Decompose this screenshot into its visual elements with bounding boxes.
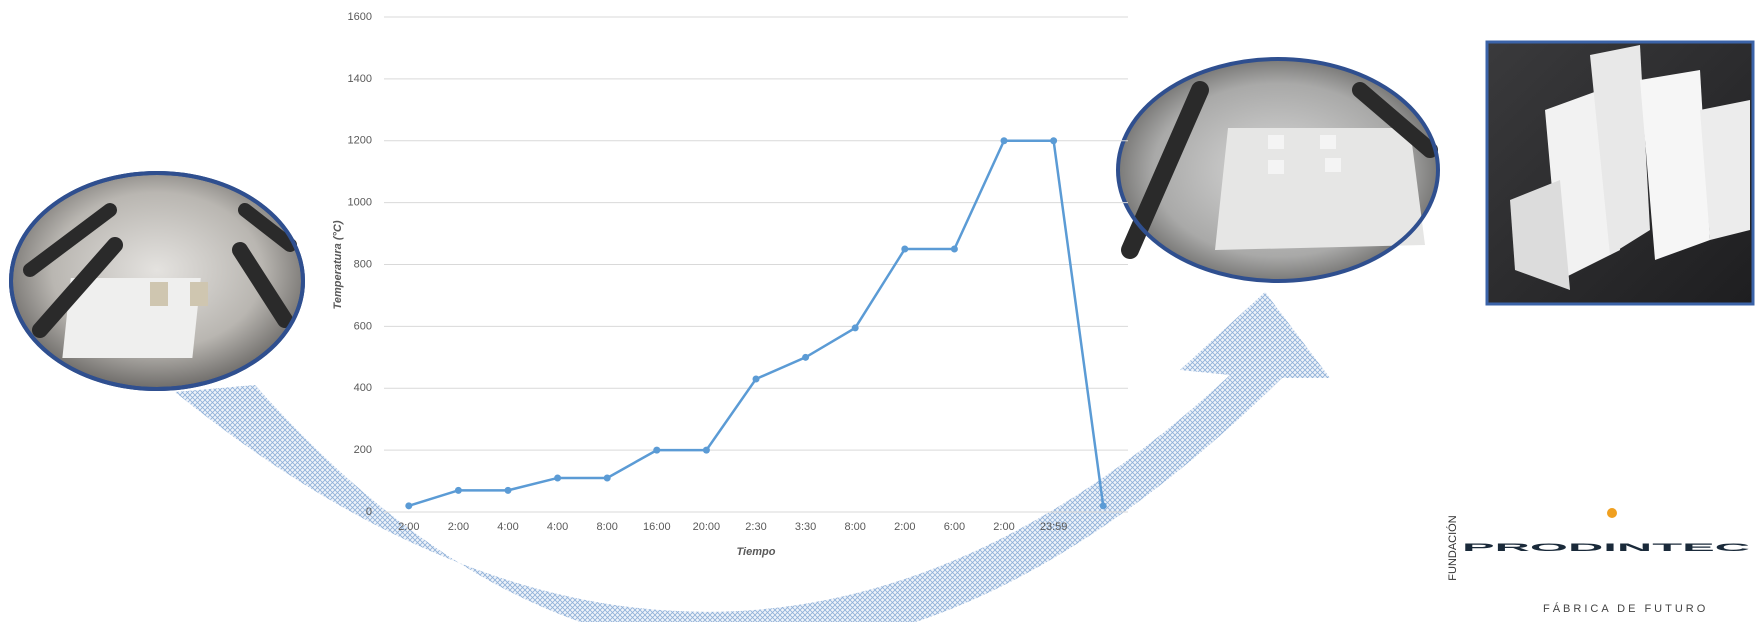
logo-tagline: FÁBRICA DE FUTURO — [1543, 602, 1708, 615]
oven-photo-end — [1116, 57, 1440, 283]
data-point — [504, 486, 512, 494]
data-point — [752, 375, 760, 383]
logo-dot — [1607, 508, 1617, 518]
curved-arrow — [175, 292, 1330, 622]
y-tick-label: 0 — [366, 506, 372, 518]
data-point — [1099, 502, 1107, 510]
x-tick-label: 4:00 — [497, 521, 518, 533]
data-point — [405, 502, 413, 510]
x-tick-label: 2:00 — [993, 521, 1014, 533]
data-point — [454, 486, 462, 494]
x-tick-label: 16:00 — [643, 521, 671, 533]
data-point — [653, 446, 661, 454]
y-tick-label: 1000 — [348, 197, 372, 209]
x-axis-label: Tiempo — [737, 546, 776, 558]
x-tick-label: 20:00 — [693, 521, 721, 533]
y-axis-label: Temperatura (°C) — [332, 220, 344, 309]
y-tick-label: 800 — [354, 258, 372, 270]
logo-name: PRODINTEC — [1462, 542, 1750, 554]
x-tick-label: 4:00 — [547, 521, 568, 533]
x-tick-label: 2:00 — [398, 521, 419, 533]
x-tick-label: 3:30 — [795, 521, 816, 533]
logo: FUNDACIÓN PRODINTEC FÁBRICA DE FUTURO — [1446, 508, 1750, 615]
data-point — [1050, 137, 1058, 145]
data-point — [802, 353, 810, 361]
data-point — [851, 324, 859, 332]
y-tick-label: 600 — [354, 320, 372, 332]
x-tick-label: 8:00 — [844, 521, 865, 533]
oven-photo-start — [9, 171, 305, 391]
data-point — [1000, 137, 1008, 145]
y-tick-label: 1600 — [348, 11, 372, 23]
x-tick-label: 2:30 — [745, 521, 766, 533]
data-point — [554, 474, 562, 482]
y-tick-label: 1200 — [348, 135, 372, 147]
y-tick-label: 1400 — [348, 73, 372, 85]
data-point — [702, 446, 710, 454]
logo-foundation: FUNDACIÓN — [1446, 515, 1459, 580]
x-tick-label: 23:59 — [1040, 521, 1068, 533]
y-tick-label: 400 — [354, 382, 372, 394]
data-point — [950, 245, 958, 253]
chart: Tiempo Temperatura (°C) 0 200 400 600 800 100… — [332, 11, 1128, 558]
x-tick-label: 6:00 — [944, 521, 965, 533]
data-point — [603, 474, 611, 482]
x-tick-label: 2:00 — [448, 521, 469, 533]
x-tick-label: 2:00 — [894, 521, 915, 533]
data-line — [408, 139, 1105, 508]
x-tick-label: 8:00 — [596, 521, 617, 533]
part-photo — [1485, 40, 1755, 306]
data-point — [901, 245, 909, 253]
y-tick-label: 200 — [354, 444, 372, 456]
